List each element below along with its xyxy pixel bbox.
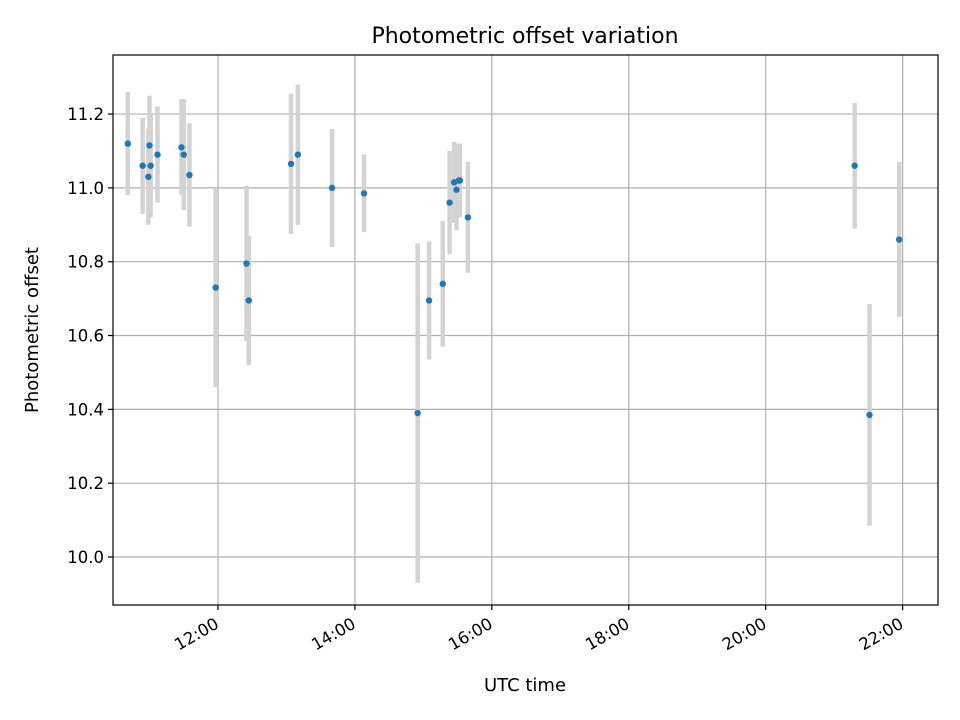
- data-point: [896, 236, 903, 243]
- data-point: [360, 190, 368, 197]
- y-tick-label: 10.6: [67, 327, 104, 346]
- data-point: [154, 151, 161, 158]
- plot-frame: [112, 54, 939, 606]
- data-point: [287, 160, 295, 168]
- data-point: [243, 260, 250, 267]
- data-point: [139, 162, 146, 169]
- data-point: [145, 173, 152, 181]
- y-tick-label: 11.0: [67, 179, 104, 198]
- data-point: [866, 411, 873, 419]
- chart-title: Photometric offset variation: [371, 24, 678, 49]
- data-point: [294, 151, 302, 158]
- data-point: [245, 297, 252, 304]
- data-point: [446, 199, 453, 206]
- y-tick-label: 10.2: [67, 474, 104, 493]
- data-point: [178, 144, 185, 151]
- y-tick-label: 11.2: [67, 105, 104, 124]
- x-axis-label: UTC time: [484, 675, 566, 696]
- data-point: [328, 184, 336, 192]
- y-tick-label: 10.0: [67, 548, 104, 567]
- data-point: [414, 409, 421, 417]
- data-point: [146, 142, 153, 149]
- data-point: [851, 162, 858, 169]
- data-points: [124, 140, 903, 419]
- y-axis-label: Photometric offset: [22, 247, 43, 413]
- data-point: [456, 177, 464, 184]
- data-point: [186, 171, 193, 179]
- data-point: [180, 151, 187, 158]
- y-tick-label: 10.8: [67, 253, 104, 272]
- data-point: [439, 280, 446, 288]
- data-point: [464, 214, 472, 221]
- data-point: [425, 297, 433, 304]
- data-point: [212, 284, 219, 291]
- data-point: [147, 162, 154, 169]
- data-point: [453, 186, 460, 193]
- data-point: [124, 140, 132, 147]
- y-tick-label: 10.4: [67, 400, 104, 419]
